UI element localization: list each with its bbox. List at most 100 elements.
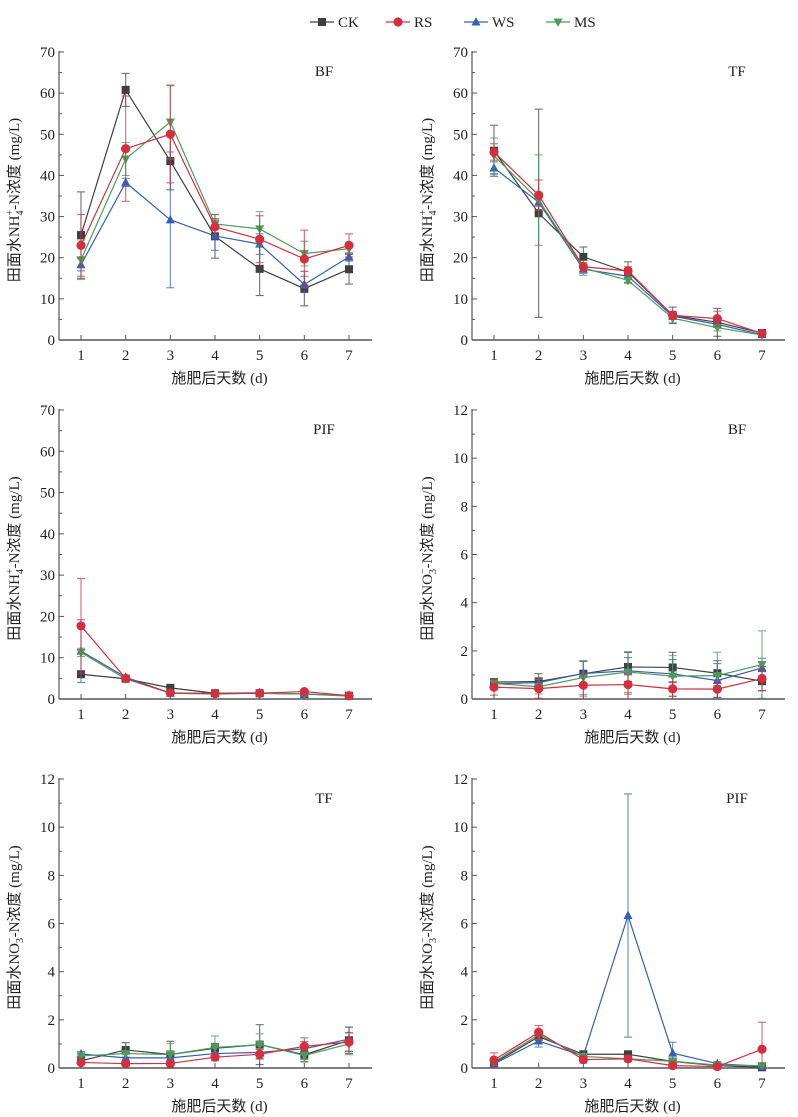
y-tick-label: 6 bbox=[48, 917, 56, 933]
data-point bbox=[210, 1044, 220, 1053]
x-tick-label: 3 bbox=[167, 1076, 175, 1092]
y-tick-label: 10 bbox=[40, 651, 55, 667]
data-point bbox=[121, 673, 131, 683]
y-title-subscript: 3 bbox=[428, 569, 439, 574]
series-rs bbox=[76, 577, 354, 701]
y-tick-label: 0 bbox=[48, 692, 56, 708]
y-tick-label: 0 bbox=[48, 1061, 56, 1077]
data-point bbox=[534, 190, 544, 200]
x-tick-label: 5 bbox=[256, 707, 264, 723]
y-title-superscript: − bbox=[418, 937, 429, 943]
x-tick-label: 1 bbox=[490, 1076, 498, 1092]
y-title-rest: -N浓度 (mg/L) bbox=[419, 476, 436, 568]
y-tick-label: 4 bbox=[461, 596, 469, 612]
y-tick-label: 10 bbox=[40, 820, 55, 836]
y-title-main: 田面水NH bbox=[419, 215, 436, 282]
y-tick-label: 50 bbox=[453, 127, 468, 143]
data-point bbox=[578, 680, 588, 690]
y-title-subscript: 4 bbox=[428, 211, 439, 216]
x-tick-label: 4 bbox=[211, 348, 219, 364]
y-title-subscript: 4 bbox=[15, 211, 26, 216]
y-tick-label: 20 bbox=[453, 251, 468, 267]
series-rs bbox=[489, 143, 767, 339]
x-tick-label: 7 bbox=[345, 1076, 353, 1092]
series-line bbox=[493, 150, 763, 334]
series-line bbox=[493, 155, 763, 336]
data-point bbox=[668, 684, 678, 694]
panel-label: PIF bbox=[313, 422, 335, 438]
x-tick-label: 5 bbox=[669, 707, 677, 723]
y-tick-label: 70 bbox=[453, 45, 468, 61]
data-point bbox=[165, 129, 175, 139]
y-tick-label: 2 bbox=[461, 1013, 469, 1029]
data-point bbox=[345, 265, 353, 274]
y-tick-label: 10 bbox=[40, 292, 55, 308]
y-tick-label: 40 bbox=[40, 168, 55, 184]
data-point bbox=[255, 1049, 265, 1059]
y-tick-label: 60 bbox=[40, 444, 55, 460]
y-tick-label: 10 bbox=[453, 820, 468, 836]
series-rs bbox=[76, 1031, 354, 1069]
y-axis-title: 田面水NH4+-N浓度 (mg/L) bbox=[5, 118, 26, 282]
x-tick-label: 6 bbox=[714, 707, 722, 723]
y-tick-label: 70 bbox=[40, 45, 55, 61]
data-point bbox=[121, 144, 131, 154]
y-axis-title: 田面水NO3−-N浓度 (mg/L) bbox=[418, 845, 439, 1009]
y-title-rest: -N浓度 (mg/L) bbox=[6, 118, 23, 210]
data-point bbox=[255, 688, 265, 698]
x-tick-label: 7 bbox=[758, 348, 766, 364]
data-point bbox=[534, 1027, 544, 1037]
data-point bbox=[76, 240, 86, 250]
x-axis-title: 施肥后天数 (d) bbox=[171, 370, 267, 387]
y-tick-label: 30 bbox=[40, 210, 55, 226]
data-point bbox=[121, 85, 130, 94]
legend-marker-circle bbox=[393, 17, 403, 27]
legend-marker-triangle-up bbox=[471, 17, 481, 26]
x-tick-label: 1 bbox=[77, 348, 85, 364]
data-point bbox=[757, 1044, 767, 1054]
data-point bbox=[534, 684, 544, 694]
y-tick-label: 6 bbox=[461, 917, 469, 933]
data-point bbox=[121, 1059, 131, 1069]
y-tick-label: 0 bbox=[461, 333, 469, 349]
data-point bbox=[255, 1041, 265, 1050]
y-title-main: 田面水NO bbox=[6, 943, 23, 1010]
y-tick-label: 0 bbox=[461, 692, 469, 708]
series-ms bbox=[489, 137, 767, 341]
data-point bbox=[344, 1037, 354, 1047]
y-tick-label: 4 bbox=[48, 965, 56, 981]
x-axis-title: 施肥后天数 (d) bbox=[584, 1098, 680, 1115]
y-title-rest: -N浓度 (mg/L) bbox=[6, 845, 23, 937]
legend-label: WS bbox=[492, 15, 515, 31]
data-point bbox=[712, 672, 722, 681]
x-tick-label: 3 bbox=[580, 348, 588, 364]
data-point bbox=[712, 314, 722, 324]
legend-label: CK bbox=[338, 15, 359, 31]
y-tick-label: 10 bbox=[453, 292, 468, 308]
data-point bbox=[76, 1052, 86, 1061]
x-tick-label: 7 bbox=[758, 707, 766, 723]
x-tick-label: 1 bbox=[490, 348, 498, 364]
data-point bbox=[166, 683, 175, 692]
data-point bbox=[623, 668, 633, 678]
data-point bbox=[668, 1060, 678, 1071]
y-tick-label: 20 bbox=[40, 609, 55, 625]
x-tick-label: 5 bbox=[669, 1076, 677, 1092]
data-point bbox=[255, 264, 264, 273]
data-point bbox=[623, 266, 633, 276]
y-title-subscript: 3 bbox=[428, 938, 439, 943]
data-point bbox=[165, 214, 175, 224]
x-axis-title: 施肥后天数 (d) bbox=[584, 370, 680, 387]
x-tick-label: 4 bbox=[624, 707, 632, 723]
data-point bbox=[712, 684, 722, 694]
y-tick-label: 70 bbox=[40, 403, 55, 419]
data-point bbox=[623, 910, 633, 920]
y-title-main: 田面水NO bbox=[419, 943, 436, 1010]
series-line bbox=[493, 167, 763, 336]
x-tick-label: 2 bbox=[122, 1076, 130, 1092]
x-tick-label: 5 bbox=[256, 1076, 264, 1092]
